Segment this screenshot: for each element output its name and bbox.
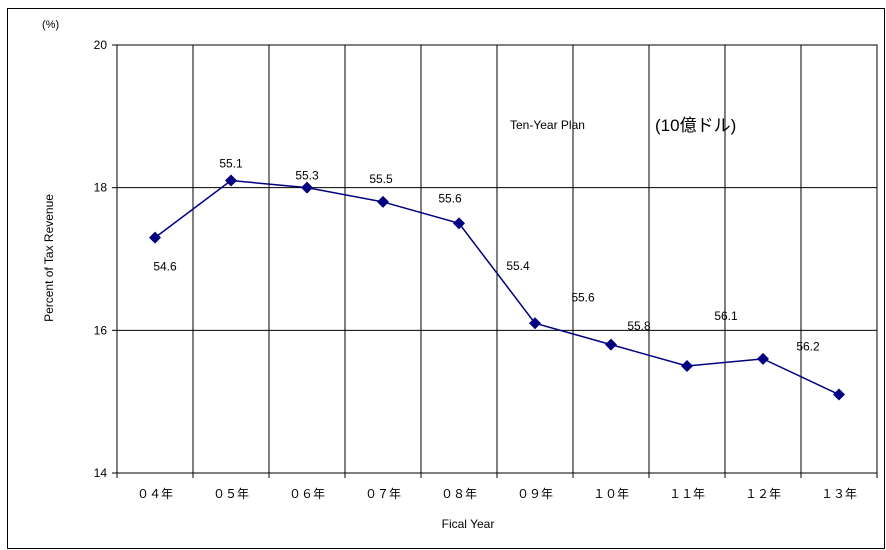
x-tick-label: ０９年 (517, 487, 553, 501)
data-point-marker (149, 231, 161, 244)
y-tick-label: 16 (94, 323, 108, 337)
unit-label: (%) (42, 19, 59, 31)
data-point-marker (605, 338, 617, 351)
y-tick-label: 20 (94, 38, 108, 52)
x-tick-label: １０年 (593, 487, 629, 501)
data-label: 56.2 (796, 340, 820, 354)
chart-frame (7, 8, 885, 549)
plot-area: 14 16 18 20 ０４年 ０５年 ０６年 ０７年 ０８年 ０９年 １０年 １１年 １２年 １３年 54… (94, 38, 878, 501)
data-label: 55.6 (571, 291, 595, 305)
data-label: 54.6 (153, 260, 177, 274)
data-label: 56.1 (714, 309, 738, 323)
data-point-marker (833, 388, 845, 401)
data-point-marker (757, 352, 769, 365)
annotation-ten-year-plan: Ten-Year Plan (510, 118, 585, 132)
data-label: 55.6 (438, 191, 462, 205)
y-tick-label: 14 (94, 466, 108, 480)
y-tick-label: 18 (94, 181, 108, 195)
data-point-marker (301, 181, 313, 194)
data-point-marker (225, 174, 237, 187)
data-point-marker (529, 317, 541, 330)
data-point-marker (681, 360, 693, 372)
series-line (154, 179, 840, 396)
data-point-marker (453, 217, 465, 230)
x-axis-title: Fical Year (442, 517, 495, 531)
x-tick-label: ０８年 (441, 487, 477, 501)
x-tick-label: ０４年 (137, 487, 173, 501)
annotation-unit: (10億ドル) (655, 116, 736, 135)
x-tick-label: １２年 (745, 487, 781, 501)
x-tick-label: １３年 (821, 487, 857, 501)
data-label: 55.1 (219, 157, 243, 171)
data-label: 55.3 (295, 169, 319, 183)
x-tick-label: ０６年 (289, 487, 325, 501)
data-label: 55.4 (506, 259, 530, 273)
y-axis-title: Percent of Tax Revenue (42, 194, 56, 322)
x-tick-label: ０７年 (365, 487, 401, 501)
data-label: 55.5 (369, 172, 393, 186)
x-tick-label: ０５年 (213, 487, 249, 501)
data-point-marker (377, 195, 389, 208)
data-label: 55.8 (627, 319, 651, 333)
x-tick-label: １１年 (669, 487, 705, 501)
